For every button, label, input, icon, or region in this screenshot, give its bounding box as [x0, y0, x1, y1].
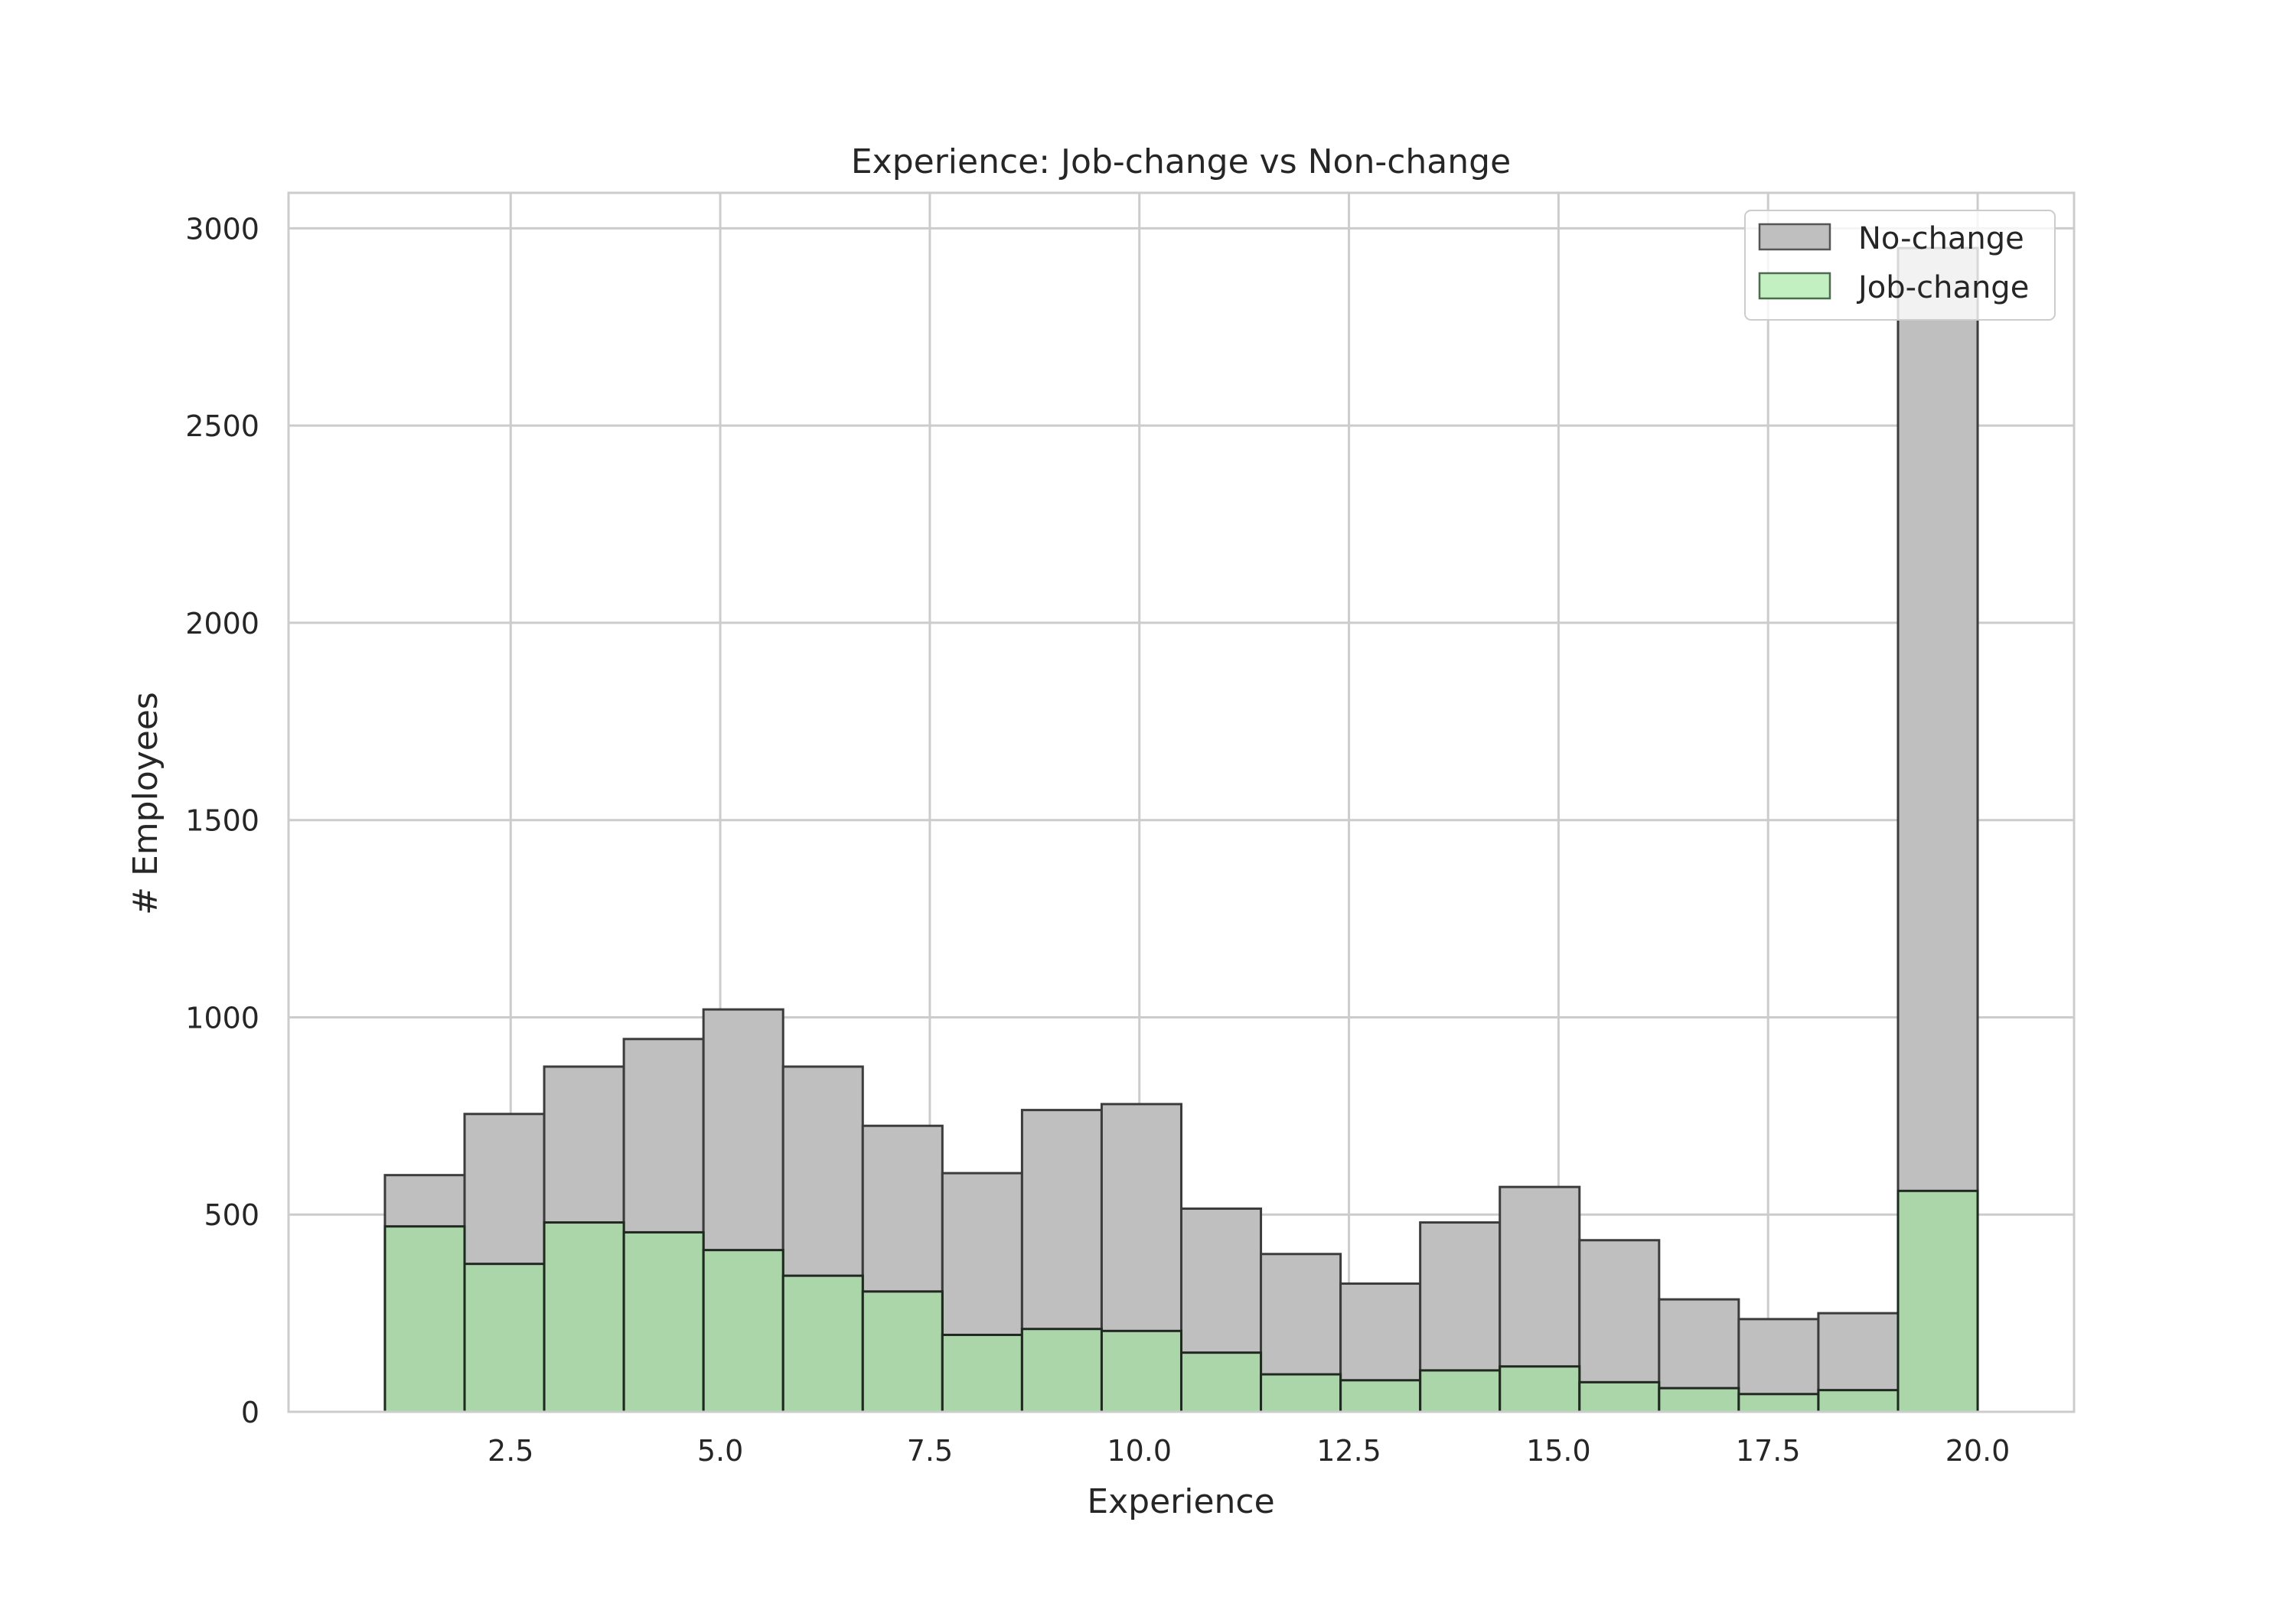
plot-frame — [287, 191, 2076, 1413]
histogram-bar — [383, 1225, 466, 1413]
legend-swatch-no-change — [1758, 223, 1831, 251]
x-tick-label: 7.5 — [907, 1434, 953, 1468]
histogram-bar — [622, 1230, 705, 1413]
x-tick-label: 12.5 — [1316, 1434, 1381, 1468]
legend-label-no-change: No-change — [1858, 221, 2024, 256]
y-tick-label: 2500 — [185, 409, 259, 443]
y-tick-label: 500 — [204, 1198, 259, 1232]
histogram-bar — [1578, 1380, 1661, 1413]
histogram-bar — [1737, 1393, 1820, 1413]
histogram-bar — [1100, 1329, 1183, 1413]
x-tick-label: 15.0 — [1526, 1434, 1591, 1468]
x-tick-label: 10.0 — [1107, 1434, 1172, 1468]
histogram-bar — [1180, 1351, 1263, 1413]
legend-swatch-job-change — [1758, 272, 1831, 300]
histogram-bar — [1419, 1369, 1502, 1413]
histogram-bar — [941, 1333, 1023, 1413]
histogram-bar — [1658, 1387, 1740, 1413]
x-tick-label: 17.5 — [1736, 1434, 1801, 1468]
histogram-bar — [1339, 1379, 1422, 1413]
histogram-bar — [1499, 1365, 1581, 1413]
histogram-bar — [543, 1221, 625, 1413]
legend: No-change Job-change — [1744, 210, 2056, 321]
chart-title: Experience: Job-change vs Non-change — [851, 142, 1511, 181]
y-tick-label: 1000 — [185, 1001, 259, 1035]
series-job-change — [383, 1189, 1979, 1413]
y-axis-label: # Employees — [126, 692, 165, 915]
histogram-bar — [861, 1290, 944, 1413]
y-tick-label: 2000 — [185, 607, 259, 640]
x-tick-labels: 2.5 5.0 7.5 10.0 12.5 15.0 17.5 20.0 — [488, 1434, 2010, 1468]
histogram-bar — [1020, 1328, 1103, 1413]
histogram-bar — [1817, 1389, 1900, 1413]
histogram-bar — [1896, 1189, 1979, 1413]
legend-label-job-change: Job-change — [1856, 270, 2029, 305]
x-tick-label: 20.0 — [1945, 1434, 2011, 1468]
y-tick-label: 1500 — [185, 804, 259, 838]
x-tick-label: 5.0 — [697, 1434, 743, 1468]
y-tick-labels: 0 500 1000 1500 2000 2500 3000 — [185, 212, 259, 1429]
x-axis-label: Experience — [1087, 1482, 1274, 1521]
histogram-bar — [781, 1274, 864, 1413]
x-tick-label: 2.5 — [488, 1434, 533, 1468]
histogram-bar — [1260, 1373, 1342, 1413]
histogram-bar — [463, 1263, 546, 1413]
y-tick-label: 3000 — [185, 212, 259, 246]
y-tick-label: 0 — [241, 1396, 259, 1429]
histogram-bar — [702, 1249, 784, 1413]
histogram-bars — [383, 246, 1979, 1413]
